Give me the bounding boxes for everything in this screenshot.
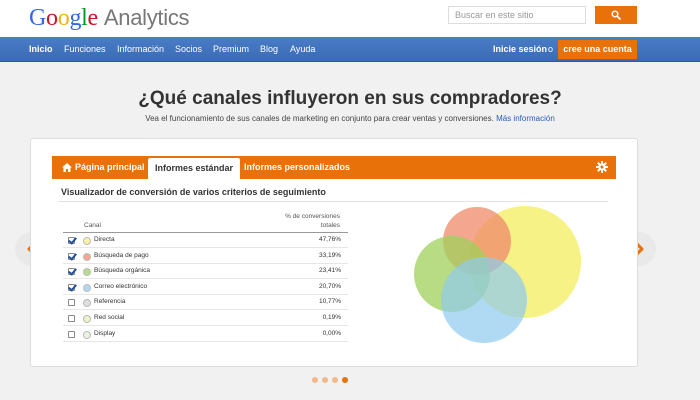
nav-item-premium[interactable]: Premium <box>213 44 250 54</box>
table-row: Correo electrónico 20,70% <box>63 280 348 295</box>
main-nav: Inicio Funciones Información Socios Prem… <box>0 37 700 62</box>
carousel-page-dot[interactable] <box>322 377 328 383</box>
logo-letter: o <box>46 5 58 31</box>
channel-percent: 0,19% <box>322 314 341 321</box>
channel-checkbox[interactable] <box>68 252 75 260</box>
nav-item-inicio[interactable]: Inicio <box>29 44 53 54</box>
channel-label: Red social <box>94 314 125 321</box>
nav-item-socios[interactable]: Socios <box>175 44 203 54</box>
table-header-divider <box>63 232 348 233</box>
home-icon <box>62 163 72 172</box>
channel-checkbox[interactable] <box>68 315 75 322</box>
channel-checkbox[interactable] <box>68 299 75 307</box>
top-header: Google Analytics <box>0 0 700 37</box>
venn-circle-correo[interactable] <box>441 257 527 343</box>
tab-home-label: Página principal <box>75 162 145 172</box>
channel-label: Display <box>94 329 116 337</box>
channel-percent: 33,19% <box>318 251 341 259</box>
title-divider <box>58 201 608 202</box>
table-row: Display 0,00% <box>63 327 348 342</box>
login-link[interactable]: Inicie sesión <box>493 44 548 54</box>
carousel-pager <box>312 377 348 383</box>
product-name: Analytics <box>103 5 190 30</box>
create-account-button[interactable]: cree una cuenta <box>558 40 637 59</box>
google-wordmark: Google <box>29 4 98 31</box>
table-row: Búsqueda de pago 33,19% <box>63 249 348 264</box>
search-button[interactable] <box>595 6 637 24</box>
nav-item-ayuda[interactable]: Ayuda <box>290 44 316 54</box>
logo-letter: e <box>87 5 99 31</box>
channel-percent: 0,00% <box>322 329 341 337</box>
or-separator: o <box>548 44 554 54</box>
channel-label: Búsqueda de pago <box>94 251 149 259</box>
carousel-page-dot[interactable] <box>342 377 348 383</box>
channel-color-dot <box>83 283 91 292</box>
report-tabbar: Página principal Informes estándar Infor… <box>52 156 616 179</box>
page-subline: Vea el funcionamiento de sus canales de … <box>0 114 700 123</box>
google-analytics-logo[interactable]: Google Analytics <box>29 4 190 32</box>
channel-percent: 10,77% <box>318 298 341 306</box>
gear-icon[interactable] <box>596 161 608 173</box>
venn-diagram <box>414 206 581 343</box>
logo-letter: G <box>29 5 47 31</box>
logo-letter: o <box>57 5 70 31</box>
channel-color-dot <box>83 315 91 323</box>
logo-letter: l <box>81 5 88 31</box>
channel-percent: 47,76% <box>318 236 341 243</box>
more-info-link[interactable]: Más información <box>496 114 555 123</box>
search-icon <box>611 10 621 20</box>
channel-color-dot <box>83 299 91 308</box>
channel-checkbox[interactable] <box>68 330 75 338</box>
channel-checkbox[interactable] <box>68 283 75 291</box>
table-row: Red social 0,19% <box>63 311 348 326</box>
nav-item-informacion[interactable]: Información <box>117 44 165 54</box>
channel-label: Correo electrónico <box>94 282 148 290</box>
tab-standard-reports[interactable]: Informes estándar <box>148 158 241 179</box>
visualizer-title: Visualizador de conversión de varios cri… <box>61 187 326 197</box>
carousel-page-dot[interactable] <box>332 377 338 383</box>
column-header-percent-line2: totales <box>320 222 340 229</box>
channel-color-dot <box>83 252 91 261</box>
tab-home[interactable]: Página principal <box>62 156 145 179</box>
column-header-channel: Canal <box>84 222 101 229</box>
carousel-page-dot[interactable] <box>312 377 318 383</box>
table-row: Directa 47,76% <box>63 233 348 248</box>
page-headline: ¿Qué canales influyeron en sus comprador… <box>138 88 562 109</box>
nav-item-blog[interactable]: Blog <box>260 44 279 54</box>
channel-label: Búsqueda orgánica <box>94 267 151 275</box>
channel-color-dot <box>83 237 91 245</box>
search-input[interactable] <box>448 6 586 24</box>
channel-label: Referencia <box>94 298 126 306</box>
tab-custom-reports[interactable]: Informes personalizados <box>244 162 351 172</box>
chevron-right-icon <box>634 242 644 256</box>
logo-letter: g <box>69 5 82 31</box>
channel-percent: 23,41% <box>318 267 341 275</box>
channel-checkbox[interactable] <box>68 268 75 276</box>
column-header-percent: % de conversiones totales <box>250 212 340 230</box>
nav-item-funciones[interactable]: Funciones <box>64 44 106 54</box>
channel-percent: 20,70% <box>318 282 341 290</box>
table-row: Referencia 10,77% <box>63 295 348 311</box>
channel-checkbox[interactable] <box>68 237 75 244</box>
channel-label: Directa <box>94 236 115 243</box>
subline-text: Vea el funcionamiento de sus canales de … <box>145 114 494 123</box>
channel-color-dot <box>83 268 91 277</box>
channel-color-dot <box>83 330 91 339</box>
column-header-percent-line1: % de conversiones <box>285 213 340 220</box>
table-row: Búsqueda orgánica 23,41% <box>63 264 348 280</box>
